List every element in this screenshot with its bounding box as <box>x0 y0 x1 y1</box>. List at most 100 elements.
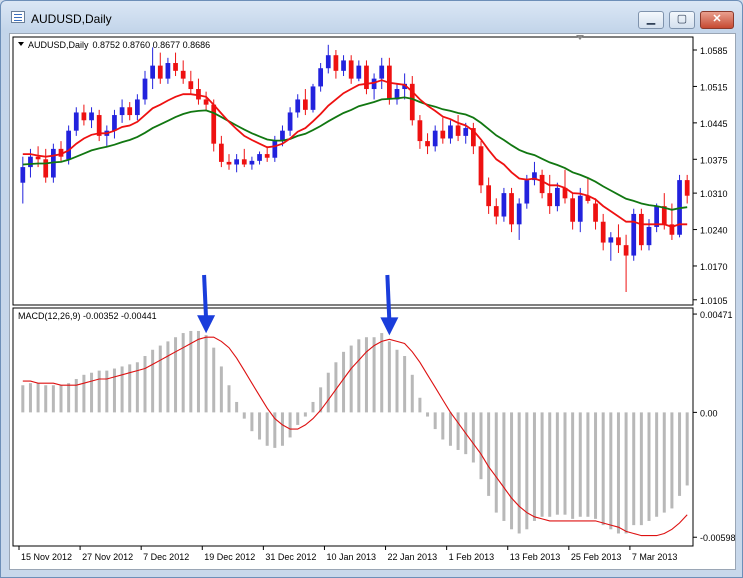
candle <box>287 107 293 136</box>
candle <box>539 169 545 199</box>
candle <box>600 213 606 251</box>
macd-histogram-bar <box>571 412 575 519</box>
maximize-button[interactable]: ▢ <box>669 11 695 29</box>
candle-body <box>295 99 301 113</box>
time-axis-label: 22 Jan 2013 <box>388 552 438 562</box>
macd-histogram-bar <box>586 412 590 517</box>
candle <box>593 198 598 230</box>
candle-body <box>272 141 278 158</box>
macd-histogram-bar <box>319 387 323 413</box>
candle-body <box>417 120 423 142</box>
macd-histogram-bar <box>517 412 521 534</box>
close-button[interactable]: ✕ <box>700 11 734 29</box>
macd-histogram-bar <box>685 412 689 486</box>
candle-body <box>173 63 178 71</box>
macd-histogram-bar <box>357 339 361 413</box>
candle-body <box>112 115 117 131</box>
candle <box>470 122 476 155</box>
macd-histogram-bar <box>135 362 139 413</box>
chart-area[interactable]: 1.0585 1.0515 1.0445 1.0375 1.0310 1.0240 1.01… <box>9 33 736 570</box>
candle <box>89 107 94 129</box>
candle <box>96 109 102 142</box>
price-panel-menu-icon <box>18 42 24 46</box>
candle <box>478 141 484 194</box>
candle <box>379 57 385 90</box>
macd-histogram-bar <box>21 385 25 413</box>
candle-body <box>35 156 41 160</box>
macd-histogram-bar <box>326 372 330 413</box>
candle <box>264 146 270 162</box>
macd-histogram-bar <box>563 412 567 515</box>
macd-histogram-bar <box>662 412 666 513</box>
time-axis-label: 15 Nov 2012 <box>21 552 72 562</box>
macd-histogram-bar <box>311 401 315 413</box>
candle-body <box>287 112 293 131</box>
candle <box>409 76 415 126</box>
peak-arrow <box>197 274 216 334</box>
candle-body <box>180 70 186 79</box>
candle-body <box>669 224 675 235</box>
candle <box>432 125 438 152</box>
candle-body <box>554 187 560 207</box>
macd-panel-label: MACD(12,26,9) -0.00352 -0.00441 <box>18 311 157 321</box>
candle <box>684 174 690 204</box>
peak-arrow <box>380 274 399 336</box>
chart-canvas[interactable]: 1.0585 1.0515 1.0445 1.0375 1.0310 1.0240 1.01… <box>10 34 735 569</box>
macd-histogram-bar <box>395 349 399 413</box>
candle <box>226 154 232 170</box>
candle <box>43 148 49 183</box>
candle-body <box>157 65 163 79</box>
candle <box>325 44 331 74</box>
time-axis-label: 25 Feb 2013 <box>571 552 622 562</box>
minimize-button[interactable]: ▁ <box>638 11 664 29</box>
macd-histogram-bar <box>120 366 124 413</box>
candle <box>318 63 324 92</box>
macd-histogram-bar <box>296 412 300 425</box>
time-axis-label: 19 Dec 2012 <box>204 552 255 562</box>
candle-body <box>661 206 667 225</box>
macd-histogram-bar <box>67 383 71 413</box>
candle-body <box>58 148 64 157</box>
macd-histogram-bar <box>502 412 506 521</box>
time-axis-label: 13 Feb 2013 <box>510 552 561 562</box>
slow-moving-average-line <box>22 96 688 211</box>
macd-histogram-bar <box>189 330 193 413</box>
candle <box>348 55 354 84</box>
candle-body <box>478 146 484 186</box>
candle <box>554 182 560 212</box>
title-bar[interactable]: AUDUSD,Daily ▁ ▢ ✕ <box>1 1 742 31</box>
candle <box>211 99 217 152</box>
candle-body <box>73 112 79 131</box>
macd-histogram-bar <box>242 412 246 419</box>
macd-histogram-bar <box>548 412 552 517</box>
candle-body <box>646 226 652 246</box>
candle <box>371 73 377 100</box>
macd-histogram-bar <box>594 412 598 519</box>
macd-histogram-bar <box>258 412 262 440</box>
candle <box>616 224 621 253</box>
macd-histogram-bar <box>426 412 430 417</box>
candle <box>203 91 209 110</box>
macd-axis-label: -0.00598 <box>700 533 735 543</box>
candle <box>577 187 583 233</box>
candle-body <box>371 78 377 90</box>
macd-histogram-bar <box>410 374 414 413</box>
time-axis-label: 7 Dec 2012 <box>143 552 189 562</box>
candle <box>196 78 201 105</box>
candle <box>188 70 194 95</box>
time-axis-label: 7 Mar 2013 <box>632 552 678 562</box>
candle-body <box>684 180 690 196</box>
candle-body <box>196 89 201 100</box>
candle <box>295 94 301 118</box>
macd-histogram-bar <box>44 385 48 413</box>
candle <box>356 60 362 82</box>
candle-body <box>96 115 102 136</box>
candle <box>241 148 247 168</box>
macd-histogram-bar <box>227 385 231 413</box>
macd-histogram-bar <box>403 356 407 413</box>
macd-histogram-bar <box>59 385 63 413</box>
candle <box>516 198 522 240</box>
price-panel-frame <box>12 36 694 306</box>
chart-window-icon[interactable] <box>11 11 25 23</box>
candle-body <box>394 89 400 100</box>
